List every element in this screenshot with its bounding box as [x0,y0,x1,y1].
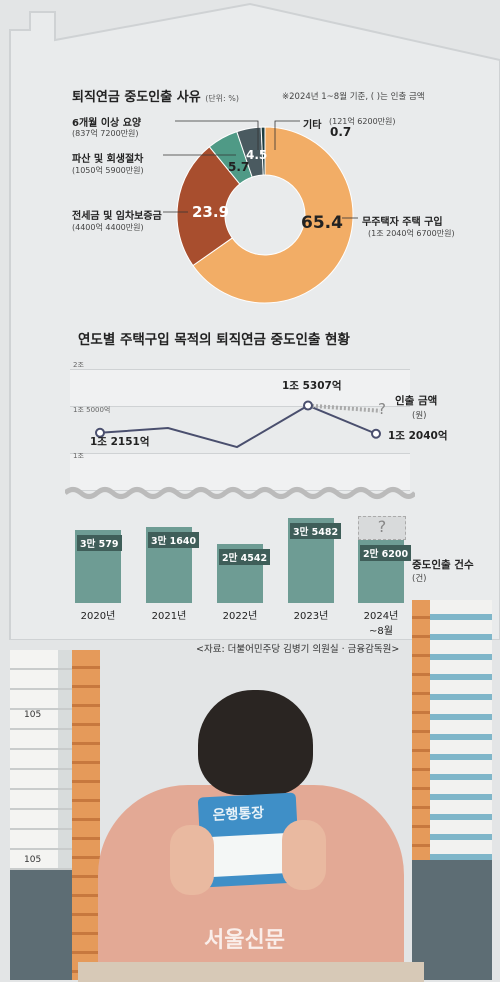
x-tick-label: 2024년 ~8월 [363,611,399,637]
line-data-label: 1조 2151억 [90,436,150,448]
legend-label: 기타 [303,120,322,131]
y-tick: 2조 [73,361,84,369]
line-series-segment [307,404,377,435]
line-data-label: 1조 2040억 [388,430,448,442]
source-note: <자료: 더불어민주당 김병기 의원실 · 금융감독원> [196,644,400,655]
axis-break [65,487,415,499]
left-hand [170,825,214,895]
legend-amount: (4400억 4400만원) [72,223,144,232]
line-series-name: 인출 금액 [395,395,438,407]
x-tick-label: 2023년 [293,611,329,622]
line-series-unit: (원) [412,411,427,421]
bar-value-label: 3만 579 [77,534,122,551]
y-tick: 1조 [73,452,84,460]
leader-lines [163,120,358,219]
legend-amount: (1조 2040억 6700만원) [368,229,455,238]
line-question-mark: ? [378,400,386,418]
legend-label: 무주택자 주택 구입 [362,217,443,228]
line-point [371,428,381,439]
line-point [303,400,313,411]
legend-label: 6개월 이상 요양 [72,118,142,129]
y-tick: 1조 5000억 [73,406,111,414]
donut-title: 퇴직연금 중도인출 사유 (단위: %) [72,90,239,105]
slice-value-label: 4.5 [246,148,268,162]
slice-value-label: 65.4 [301,213,343,233]
building-number: 105 [24,855,42,865]
right-hand [282,820,326,890]
line-chart [95,400,381,449]
slice-value-label: 0.7 [330,125,352,139]
grid-band [70,369,410,407]
legend-amount: (121억 6200만원) [329,117,396,126]
bar-value-label: 3만 1640 [148,532,200,549]
line-data-label: 1조 5307억 [282,380,342,392]
bar-value-label: 3만 5482 [290,523,342,539]
bar-question-box: ? [358,516,406,541]
x-tick-label: 2020년 [80,611,116,622]
legend-label: 전세금 및 임차보증금 [72,211,162,222]
bankbook-label: 은행통장 [212,805,265,824]
person-head [198,690,313,795]
person-illustration: 은행통장 [78,670,424,982]
donut-chart [176,126,354,304]
legend-amount: (837억 7200만원) [72,129,139,138]
bar-value-label: 2만 4542 [219,549,271,566]
slice-value-label: 5.7 [228,160,250,174]
slice-value-label: 23.9 [192,203,230,221]
right-building [412,600,492,980]
donut-unit: (단위: %) [205,94,239,103]
line-title: 연도별 주택구입 목적의 퇴직연금 중도인출 현황 [78,332,350,348]
left-building: 105 105 [10,650,100,980]
newspaper-logo: 서울신문 [204,928,285,953]
bar-series-name: 중도인출 건수 [412,559,474,571]
bar-series-unit: (건) [412,574,427,584]
line-series [99,404,309,449]
donut-slice [176,146,241,267]
donut-note: ※2024년 1~8월 기준, ( )는 인출 금액 [282,92,425,102]
line-point [95,427,105,438]
legend-label: 파산 및 회생절차 [72,154,144,165]
building-number: 105 [24,710,42,720]
donut-slice [192,126,354,304]
x-tick-label: 2021년 [151,611,187,622]
line-dashed-projection [307,403,381,413]
legend-amount: (1050억 5900만원) [72,166,144,175]
donut-slice [260,126,266,176]
desk [78,962,424,982]
bar-value-label: 2만 6200 [360,545,412,562]
x-tick-label: 2022년 [222,611,258,622]
